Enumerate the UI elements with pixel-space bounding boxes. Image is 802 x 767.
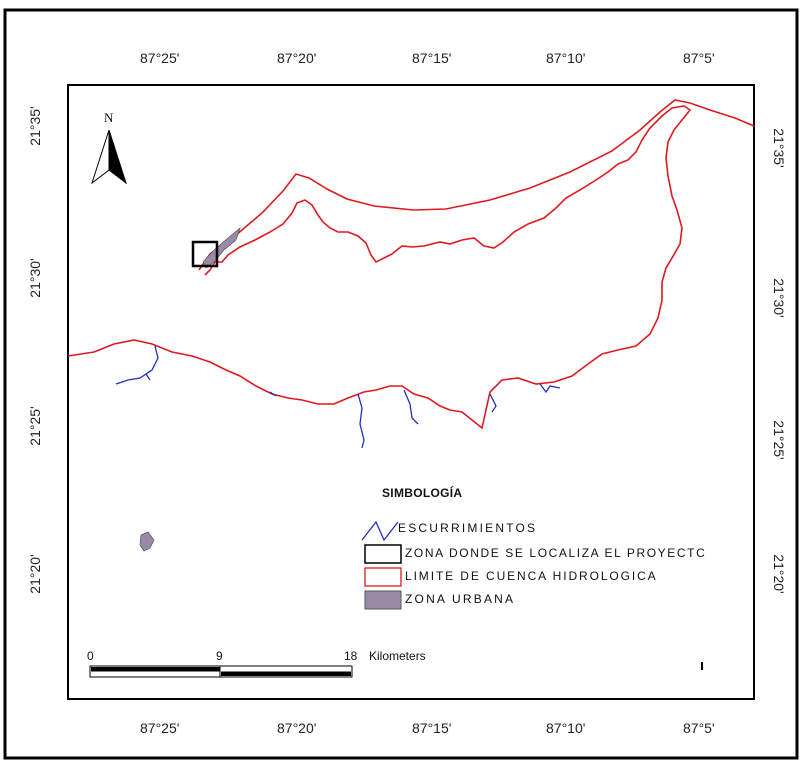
legend-title: SIMBOLOGÍA <box>382 486 463 500</box>
north-label: N <box>104 110 114 125</box>
legend-symbol-streams-icon <box>361 520 399 542</box>
scale-label: 18 <box>344 649 358 663</box>
right-tick-label: 21°25' <box>771 420 787 460</box>
urban-area-2 <box>139 531 155 552</box>
north-arrow-icon <box>91 129 127 185</box>
scale-bar <box>89 665 353 678</box>
top-tick-label: 87°5' <box>683 50 715 66</box>
bottom-tick-label: 87°25' <box>140 720 180 736</box>
legend-symbol-watershed <box>364 567 402 587</box>
left-tick-label: 21°20' <box>27 554 43 594</box>
coastline <box>198 99 755 271</box>
legend-symbol-urban <box>364 590 402 610</box>
outer-frame <box>3 8 799 760</box>
left-tick-label: 21°25' <box>27 406 43 446</box>
bottom-tick-label: 87°10' <box>546 720 586 736</box>
scale-label: 0 <box>87 649 94 663</box>
legend-item-label: ZONA URBANA <box>405 592 516 606</box>
top-tick-label: 87°10' <box>546 50 586 66</box>
scale-unit-label: Kilometers <box>369 649 426 663</box>
top-tick-label: 87°15' <box>412 50 452 66</box>
legend-item-label: ESCURRIMIENTOS <box>398 521 538 535</box>
bottom-tick-label: 87°15' <box>412 720 452 736</box>
left-tick-label: 21°35' <box>27 106 43 146</box>
top-tick-label: 87°25' <box>140 50 180 66</box>
right-tick-label: 21°30' <box>771 278 787 318</box>
map-marker <box>701 662 703 670</box>
right-tick-label: 21°20' <box>771 554 787 594</box>
legend-symbol-project-box <box>364 544 402 564</box>
bottom-tick-label: 87°20' <box>277 720 317 736</box>
top-tick-label: 87°20' <box>277 50 317 66</box>
lagoon-boundary <box>67 105 692 430</box>
legend-item-label: ZONA DONDE SE LOCALIZA EL PROYECTC <box>405 546 707 560</box>
streams <box>115 345 561 449</box>
left-tick-label: 21°30' <box>27 258 43 298</box>
right-tick-label: 21°35' <box>771 128 787 168</box>
scale-label: 9 <box>216 649 223 663</box>
map-frame <box>67 84 755 700</box>
legend-item-label: LIMITE DE CUENCA HIDROLOGICA <box>405 569 658 583</box>
project-location-box <box>191 240 219 268</box>
bottom-tick-label: 87°5' <box>683 720 715 736</box>
